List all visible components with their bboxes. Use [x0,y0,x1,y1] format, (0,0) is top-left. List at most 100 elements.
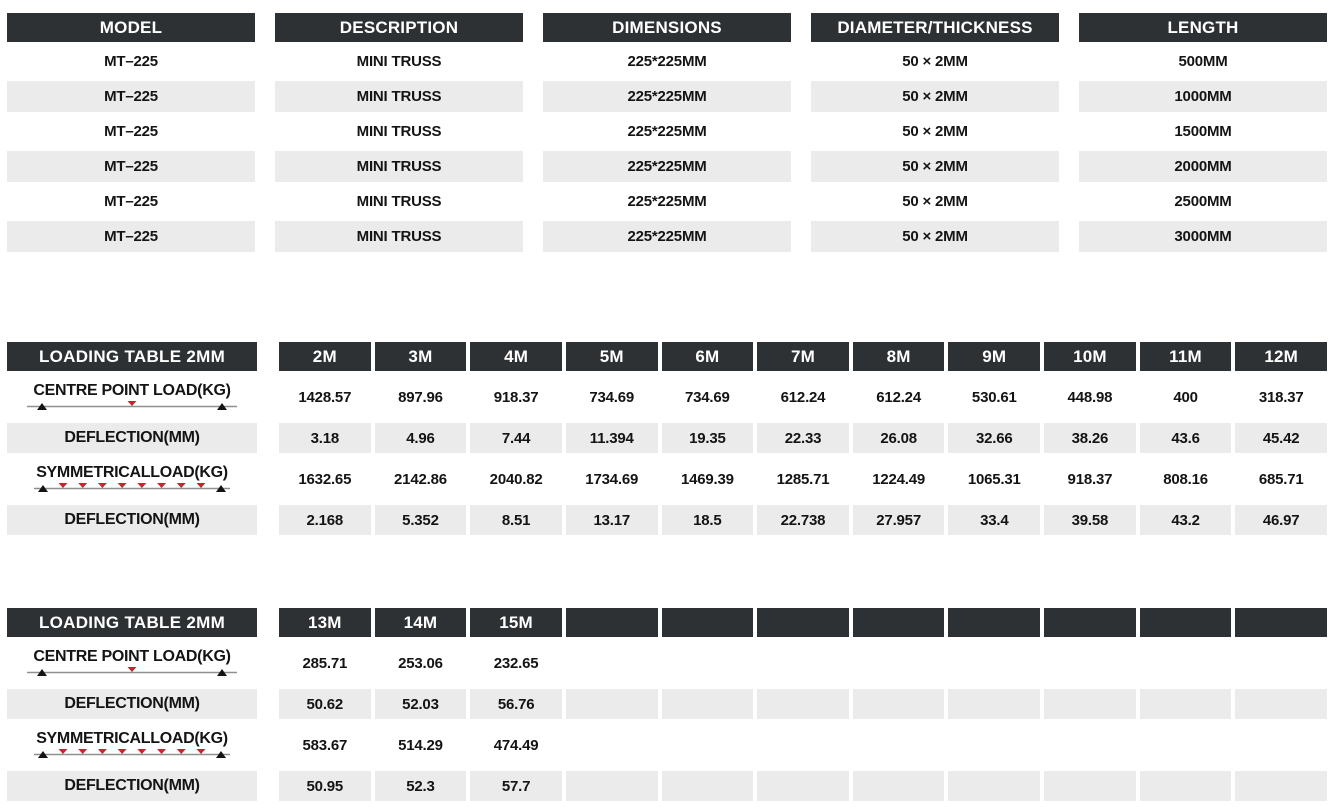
value-cell: 232.65 [493,654,539,672]
row-label: DEFLECTION(MM) [7,689,257,719]
spec-cell: MT–225 [104,123,158,140]
spec-cell: MT–225 [104,193,158,210]
spec-cell: MINI TRUSS [275,221,523,252]
spec-column-header-length: LENGTH [1079,13,1327,42]
row-label-text: CENTRE POINT LOAD(KG) [33,382,231,400]
value-cell: 583.67 [302,736,348,754]
spacer [261,342,275,371]
value-cell: 612.24 [876,388,921,406]
loading-table-2mm-spans-13-15: LOADING TABLE 2MM 13M 14M 15M CENTRE POINT … [7,608,1327,801]
spec-cell: 2000MM [1079,151,1327,182]
spacer [261,689,275,719]
row-label: SYMMETRICALLOAD(KG) [7,459,257,499]
value-cell: 43.2 [1139,505,1232,535]
value-cell: 7.44 [470,423,562,453]
value-cell: 808.16 [1163,470,1208,488]
value-cell [662,725,754,765]
value-cell: 19.35 [661,423,754,453]
value-cell [566,643,658,683]
row-label: DEFLECTION(MM) [7,771,257,801]
value-cell: 5.352 [374,505,467,535]
value-cell: 918.37 [493,388,539,406]
spec-cell: MT–225 [7,221,255,252]
value-cell: 2142.86 [394,470,447,488]
spec-cell: MT–225 [7,151,255,182]
value-cell: 11.394 [565,423,658,453]
value-cell: 253.06 [398,654,443,672]
value-cell: 285.71 [302,654,348,672]
value-cell: 4.96 [374,423,467,453]
value-cell: 1285.71 [776,470,830,488]
spec-cell: 50 × 2MM [902,193,968,210]
spec-column-header-dimensions: DIMENSIONS [543,13,791,42]
span-column-header [852,608,945,637]
value-cell: 50.95 [279,771,371,801]
span-column-header [948,608,1041,637]
value-cell [853,725,945,765]
value-cell [566,725,658,765]
loading-table-title: LOADING TABLE 2MM [7,342,257,371]
spec-cell: 225*225MM [627,53,707,70]
spec-cell: 2500MM [1174,193,1232,210]
value-cell [948,725,1040,765]
value-cell [757,689,849,719]
value-cell: 897.96 [398,388,443,406]
value-cell: 514.29 [398,736,443,754]
spacer [261,771,275,801]
value-cell [948,689,1041,719]
value-cell: 1428.57 [298,388,352,406]
value-cell [1140,643,1232,683]
span-column-header: 15M [470,608,562,637]
value-cell: 448.98 [1067,388,1113,406]
value-cell: 56.76 [470,689,562,719]
spec-cell: MINI TRUSS [356,123,442,140]
spec-cell: MT–225 [7,81,255,112]
spacer [261,608,275,637]
spec-cell: 50 × 2MM [811,81,1059,112]
value-cell [757,771,849,801]
value-cell [1044,689,1136,719]
value-cell [1044,643,1136,683]
value-cell [1044,725,1136,765]
value-cell [852,689,945,719]
row-label-text: SYMMETRICALLOAD(KG) [36,464,228,482]
centre-point-load-diagram [27,666,237,676]
value-cell [662,643,754,683]
value-cell: 918.37 [1067,470,1113,488]
loading-table-2mm-spans-2-12: LOADING TABLE 2MM 2M 3M 4M 5M 6M 7M 8M 9M 10M 11M… [7,342,1327,535]
value-cell: 2040.82 [489,470,543,488]
row-label-text: DEFLECTION(MM) [64,428,200,446]
spec-cell: 50 × 2MM [811,151,1059,182]
value-cell: 52.03 [374,689,467,719]
spacer [261,377,275,417]
spacer [261,643,275,683]
symmetrical-load-diagram [34,482,230,492]
spacer [261,725,275,765]
value-cell: 57.7 [470,771,562,801]
value-cell [661,689,754,719]
value-cell: 22.33 [757,423,849,453]
span-column-header: 14M [374,608,467,637]
spec-column-header-model: MODEL [7,13,255,42]
spec-cell: 225*225MM [627,193,707,210]
value-cell: 734.69 [685,388,730,406]
row-label-text: DEFLECTION(MM) [64,510,200,528]
row-label: DEFLECTION(MM) [7,505,257,535]
spec-cell: 500MM [1178,53,1228,70]
span-column-header: 7M [757,342,849,371]
value-cell [948,771,1041,801]
value-cell [1140,725,1232,765]
value-cell [565,689,658,719]
value-cell [757,643,849,683]
value-cell [948,643,1040,683]
value-cell: 1734.69 [585,470,639,488]
span-column-header [1235,608,1327,637]
spec-cell: 225*225MM [543,221,791,252]
value-cell: 33.4 [948,505,1041,535]
value-cell: 45.42 [1235,423,1327,453]
loading-table-title: LOADING TABLE 2MM [7,608,257,637]
value-cell: 474.49 [493,736,539,754]
value-cell: 318.37 [1258,388,1304,406]
product-spec-table: MODEL DESCRIPTION DIMENSIONS DIAMETER/TH… [7,13,1327,252]
